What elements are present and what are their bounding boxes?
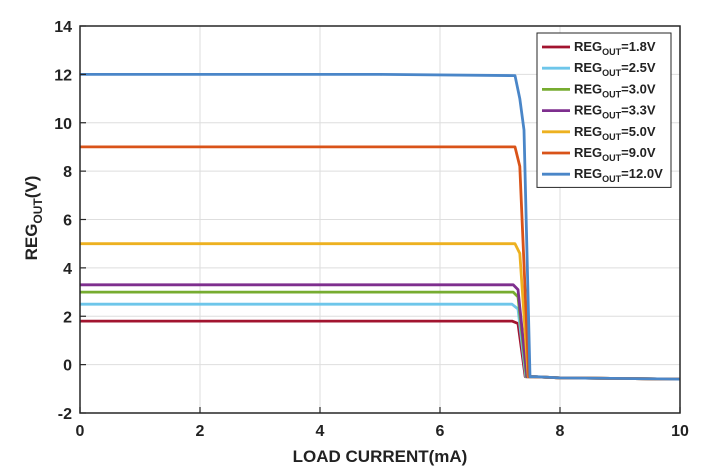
y-tick-label: 6 xyxy=(63,213,72,230)
legend-label: REGOUT=1.8V xyxy=(574,39,656,57)
legend-label-value: =1.8V xyxy=(621,39,656,54)
y-axis-label-sub: OUT xyxy=(31,198,45,224)
legend: REGOUT=1.8VREGOUT=2.5VREGOUT=3.0VREGOUT=… xyxy=(536,32,672,188)
y-tick-label: 14 xyxy=(54,19,72,36)
x-tick-label: 6 xyxy=(436,423,445,440)
legend-label: REGOUT=12.0V xyxy=(574,166,663,184)
legend-label: REGOUT=3.0V xyxy=(574,81,656,99)
legend-label-base: REG xyxy=(574,103,602,118)
y-tick-label: 0 xyxy=(63,358,72,375)
x-axis-label: LOAD CURRENT(mA) xyxy=(293,447,468,466)
x-tick-label: 10 xyxy=(671,423,689,440)
legend-label-base: REG xyxy=(574,124,602,139)
legend-label-value: =9.0V xyxy=(621,145,656,160)
ticks xyxy=(79,25,681,414)
legend-label-value: =5.0V xyxy=(621,124,656,139)
legend-label-value: =3.3V xyxy=(621,103,656,118)
x-tick-label: 8 xyxy=(556,423,565,440)
legend-label: REGOUT=9.0V xyxy=(574,145,656,163)
legend-label-base: REG xyxy=(574,81,602,96)
legend-label-sub: OUT xyxy=(602,47,622,57)
legend-label: REGOUT=3.3V xyxy=(574,103,656,121)
y-tick-label: 8 xyxy=(63,164,72,181)
legend-label-base: REG xyxy=(574,39,602,54)
legend-label-value: =12.0V xyxy=(621,166,663,181)
series-line-1 xyxy=(80,302,681,381)
legend-label-sub: OUT xyxy=(602,153,622,163)
series-layer xyxy=(80,73,681,381)
legend-label-base: REG xyxy=(574,166,602,181)
legend-label: REGOUT=2.5V xyxy=(574,60,656,78)
y-tick-label: 2 xyxy=(63,309,72,326)
legend-label-base: REG xyxy=(574,60,602,75)
series-line-4 xyxy=(80,242,681,381)
x-tick-label: 2 xyxy=(196,423,205,440)
legend-label-value: =3.0V xyxy=(621,81,656,96)
x-tick-label: 0 xyxy=(76,423,85,440)
y-tick-label: -2 xyxy=(58,406,72,423)
series-line-6 xyxy=(80,73,681,381)
legend-label: REGOUT=5.0V xyxy=(574,124,656,142)
y-axis-label-base: REG xyxy=(22,224,41,261)
legend-label-sub: OUT xyxy=(602,111,622,121)
x-tick-label: 4 xyxy=(316,423,325,440)
y-tick-label: 4 xyxy=(63,261,72,278)
legend-label-base: REG xyxy=(574,145,602,160)
series-line-0 xyxy=(80,319,681,381)
legend-label-sub: OUT xyxy=(602,132,622,142)
legend-label-value: =2.5V xyxy=(621,60,656,75)
legend-label-sub: OUT xyxy=(602,89,622,99)
legend-label-sub: OUT xyxy=(602,174,622,184)
y-tick-label: 10 xyxy=(54,116,72,133)
y-axis-label-suffix: (V) xyxy=(22,176,41,199)
legend-label-sub: OUT xyxy=(602,68,622,78)
y-axis-label: REGOUT(V) xyxy=(22,176,45,261)
y-tick-label: 12 xyxy=(54,67,72,84)
